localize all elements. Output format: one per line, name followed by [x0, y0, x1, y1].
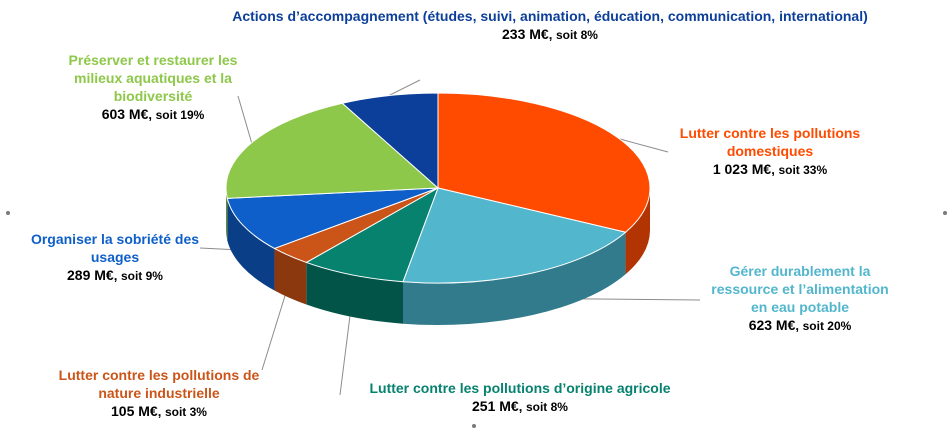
slice-label: Organiser la sobriété des usages — [30, 231, 200, 265]
leader-line — [237, 95, 253, 143]
label-sobriete-usages: Organiser la sobriété des usages 289 M€,… — [30, 231, 200, 285]
handle-dot-bottom — [472, 424, 476, 428]
slice-value: 623 M€, soit 20% — [748, 316, 852, 333]
slice-side — [403, 232, 626, 325]
handle-dot-right — [943, 211, 947, 215]
slice-label: Lutter contre les pollutions d’origine a… — [369, 380, 671, 396]
slice-side — [226, 188, 228, 241]
slice-label: Lutter contre les pollutions de nature i… — [58, 367, 260, 401]
slice-side — [306, 262, 404, 324]
slice-side — [625, 188, 650, 275]
slice-value: 1 023 M€, soit 33% — [712, 160, 828, 177]
slice-value: 105 M€, soit 3% — [111, 402, 207, 419]
pie-slice — [341, 92, 439, 190]
label-pollutions-industrielle: Lutter contre les pollutions de nature i… — [52, 367, 266, 421]
slice-value: 603 M€, soit 19% — [101, 105, 205, 122]
handle-dot-left — [6, 211, 10, 215]
pie-slice — [437, 92, 651, 233]
pie-sides — [226, 188, 650, 325]
pie-slice — [226, 187, 439, 249]
slice-label: Actions d’accompagnement (études, suivi,… — [232, 8, 868, 24]
slice-label: Gérer durablement la ressource et l’alim… — [711, 263, 889, 315]
leader-line — [261, 280, 291, 371]
pie-slice — [305, 186, 439, 283]
label-ressource-eau-potable: Gérer durablement la ressource et l’alim… — [702, 263, 898, 335]
label-actions-accompagnement: Actions d’accompagnement (études, suivi,… — [200, 8, 900, 44]
leader-line — [619, 138, 669, 153]
pie-slices — [225, 92, 651, 284]
slice-label: Lutter contre les pollutions domestiques — [679, 125, 861, 159]
pie-slice — [402, 187, 627, 284]
leader-line — [388, 79, 421, 97]
slice-label: Préserver et restaurer les milieux aquat… — [68, 52, 238, 104]
slice-side — [274, 248, 307, 305]
slice-value: 289 M€, soit 9% — [67, 266, 163, 283]
slice-value: 251 M€, soit 8% — [472, 397, 568, 414]
label-pollutions-agricole: Lutter contre les pollutions d’origine a… — [340, 380, 700, 416]
slice-value: 233 M€, soit 8% — [502, 25, 598, 42]
pie-slice — [225, 102, 440, 199]
label-milieux-aquatiques: Préserver et restaurer les milieux aquat… — [58, 52, 248, 124]
label-pollutions-domestiques: Lutter contre les pollutions domestiques… — [662, 125, 878, 179]
